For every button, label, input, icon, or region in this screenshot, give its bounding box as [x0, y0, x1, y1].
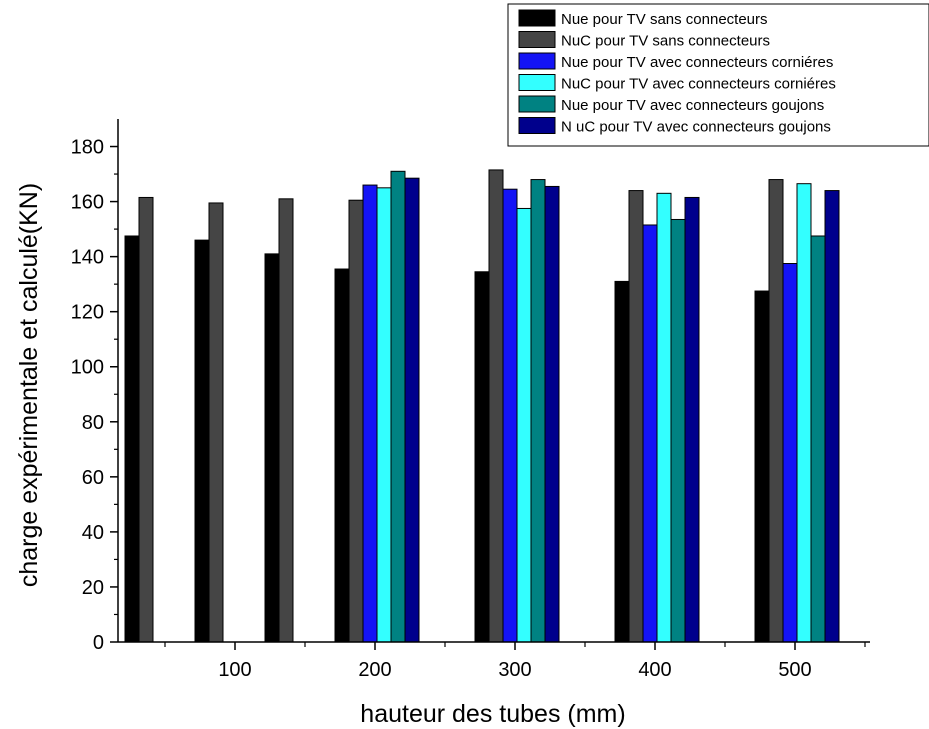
legend-box	[507, 3, 929, 147]
x-tick-label: 400	[638, 659, 671, 681]
bar	[810, 235, 826, 643]
x-tick-label: 300	[498, 659, 531, 681]
x-axis-label: hauteur des tubes (mm)	[360, 700, 625, 728]
axes	[117, 119, 870, 643]
bar	[138, 196, 154, 643]
legend-swatch	[518, 9, 556, 27]
legend: Nue pour TV sans connecteurs NuC pour TV …	[507, 3, 929, 147]
y-tick-label: 0	[93, 632, 104, 654]
y-tick-label: 140	[71, 247, 104, 269]
bar	[628, 190, 644, 643]
x-tick-label: 100	[218, 659, 251, 681]
bar	[404, 177, 420, 643]
bar	[530, 179, 546, 643]
x-tick-label: 500	[778, 659, 811, 681]
bar	[684, 196, 700, 643]
legend-label: NuC pour TV avec connecteurs corniéres	[561, 76, 836, 93]
bar	[390, 170, 406, 643]
bar	[488, 169, 504, 643]
legend-label: Nue pour TV avec connecteurs corniéres	[561, 54, 833, 71]
bar	[474, 271, 490, 643]
bar	[362, 184, 378, 643]
legend-swatch	[518, 31, 556, 48]
bar	[824, 190, 840, 643]
bar	[782, 263, 798, 643]
legend-swatch	[518, 95, 556, 113]
bar	[194, 239, 210, 643]
legend-label: NuC pour TV sans connecteurs	[561, 33, 770, 50]
y-axis-label: charge expérimentale et calculé(KN)	[15, 183, 43, 587]
bar	[208, 202, 224, 643]
x-ticks: 100 200 300 400 500	[164, 642, 866, 681]
bar	[768, 179, 784, 643]
bar	[334, 268, 350, 643]
bar	[642, 224, 658, 643]
y-tick-label: 60	[82, 467, 104, 489]
bar	[376, 187, 392, 643]
bar	[502, 188, 518, 643]
bar	[124, 235, 140, 643]
legend-swatch	[518, 117, 556, 134]
legend-swatch	[518, 52, 556, 70]
bar	[656, 192, 672, 643]
x-tick-label: 200	[358, 659, 391, 681]
bar	[516, 207, 532, 643]
y-tick-label: 80	[82, 412, 104, 434]
y-tick-label: 20	[82, 577, 104, 599]
bar	[754, 290, 770, 643]
bar	[670, 218, 686, 643]
y-tick-label: 120	[71, 302, 104, 324]
y-ticks: 0 20 40 60 80 100 120 140 160 180	[71, 137, 118, 654]
bars	[124, 169, 840, 643]
bar	[348, 199, 364, 643]
legend-swatch	[518, 74, 556, 91]
bar	[544, 185, 560, 643]
y-tick-label: 100	[71, 357, 104, 379]
y-tick-label: 180	[71, 137, 104, 159]
bar	[264, 253, 280, 643]
bar	[796, 183, 812, 643]
legend-label: N uC pour TV avec connecteurs goujons	[561, 119, 831, 136]
y-tick-label: 40	[82, 522, 104, 544]
bar	[614, 280, 630, 643]
y-tick-label: 160	[71, 192, 104, 214]
bar	[278, 198, 294, 643]
legend-label: Nue pour TV sans connecteurs	[561, 11, 768, 28]
legend-label: Nue pour TV avec connecteurs goujons	[561, 97, 824, 114]
